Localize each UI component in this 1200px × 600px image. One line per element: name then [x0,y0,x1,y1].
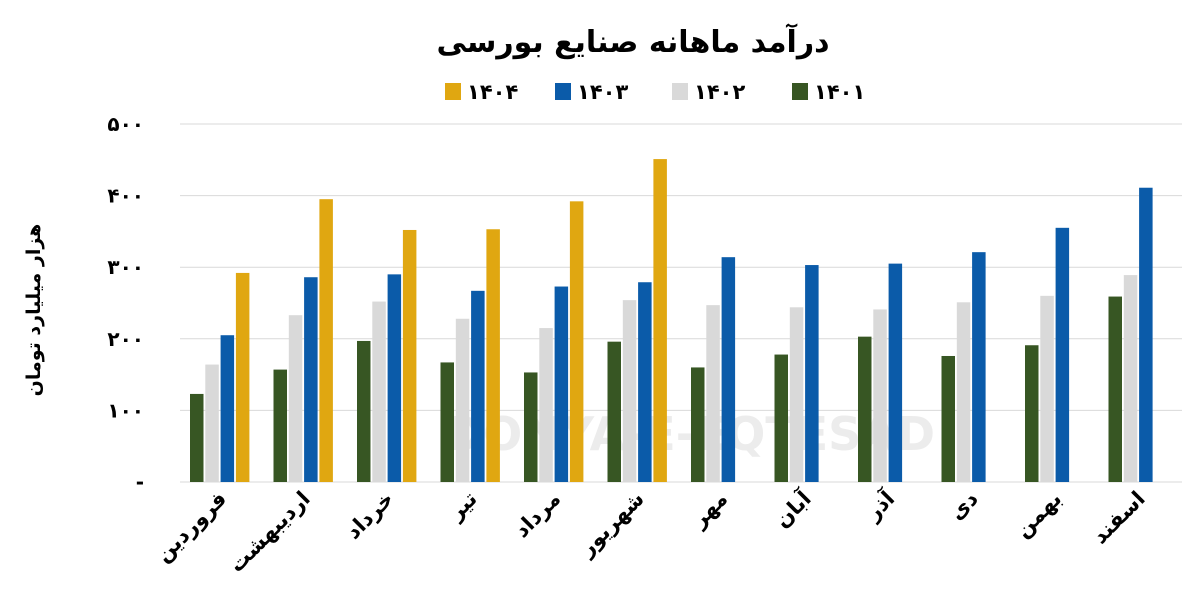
bar [638,282,652,482]
bar [235,272,250,482]
bar [402,229,417,482]
bar [1123,275,1138,482]
bar [440,362,454,482]
legend: ۱۴۰۱ ۱۴۰۲ ۱۴۰۳ ۱۴۰۴ [445,80,865,104]
x-tick-label: آذر [860,485,900,525]
bar [539,328,553,482]
legend-swatch [555,83,571,100]
x-tick-label: تیر [443,487,482,526]
y-tick-label: ۳۰۰ [107,255,144,279]
legend-swatch [792,83,808,100]
bar [319,199,333,482]
y-tick-label: ۲۰۰ [107,327,144,351]
y-tick-label: - [136,470,144,494]
bar [190,393,204,482]
x-tick-label: اسفند [1088,487,1150,549]
bar [524,372,538,482]
bar [858,336,872,482]
legend-label: ۱۴۰۴ [467,80,518,104]
legend-label: ۱۴۰۳ [577,80,628,104]
gridlines [180,123,1182,483]
x-tick-label: شهریور [574,487,649,562]
x-tick-label: آبان [769,485,816,532]
legend-label: ۱۴۰۲ [694,80,745,104]
bar [691,367,705,482]
bar [486,229,500,482]
bar [387,274,402,482]
bar [1108,296,1122,482]
legend-swatch [445,83,461,100]
y-axis-label: هزار میلیارد تومان [23,224,45,397]
bar [372,301,386,482]
bar [1025,345,1039,482]
x-tick-label: مرداد [510,487,566,543]
bar [554,286,569,482]
bar [789,307,804,482]
x-tick-label: خرداد [341,487,398,544]
bar [721,257,736,482]
bar [569,201,584,482]
y-tick-label: ۵۰۰ [107,112,144,136]
bar [956,302,971,482]
bar [1040,295,1054,482]
bar [873,309,887,482]
bar [304,277,318,482]
bar [941,355,955,482]
bar [220,335,235,482]
bar [1055,227,1070,482]
x-tick-label: اردیبهشت [224,487,315,578]
bar [607,341,621,482]
bar [774,354,788,482]
chart-title: درآمد ماهانه صنایع بورسی [436,23,829,60]
bar [1139,187,1153,482]
bar [888,263,903,482]
bar [471,290,485,482]
bar [455,318,470,482]
bar [706,305,720,482]
x-tick-label: فروردین [151,487,231,567]
bar [273,369,287,482]
bar [805,265,819,482]
bar [972,252,986,482]
bars [190,159,1153,483]
bar [288,315,303,482]
bar [622,300,637,482]
bar [205,364,219,482]
y-tick-label: ۴۰۰ [107,184,144,208]
legend-swatch [672,83,688,100]
x-tick-label: مهر [686,487,732,533]
bar [653,159,667,483]
x-tick-label: بهمن [1011,487,1067,543]
legend-label: ۱۴۰۱ [814,80,865,104]
x-tick-label: دی [945,486,983,524]
y-tick-label: ۱۰۰ [107,398,144,422]
bar [357,340,371,482]
y-axis-ticks: - ۱۰۰ ۲۰۰ ۳۰۰ ۴۰۰ ۵۰۰ [107,112,144,494]
